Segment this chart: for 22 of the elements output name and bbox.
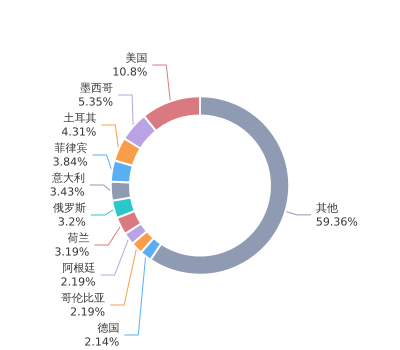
slice-label: 哥伦比亚: [61, 292, 106, 304]
data-label: 2.19%: [70, 306, 106, 318]
slice-label: 俄罗斯: [52, 202, 86, 214]
slice-label: 其他: [316, 201, 338, 214]
data-label: 5.35%: [78, 96, 114, 108]
data-label: 2.19%: [60, 276, 96, 288]
data-label: 3.84%: [52, 156, 88, 168]
data-label: 10.8%: [112, 66, 148, 78]
slice-label: 墨西哥: [80, 82, 114, 94]
slice-label: 土耳其: [63, 112, 96, 124]
data-label: 59.36%: [316, 215, 358, 228]
slice-label: 意大利: [50, 172, 85, 184]
data-label: 2.14%: [84, 336, 120, 348]
slice-label: 菲律宾: [54, 142, 88, 154]
data-label: 4.31%: [61, 126, 96, 138]
data-label: 3.2%: [58, 216, 86, 228]
slice-label: 德国: [97, 322, 120, 334]
slice-label: 荷兰: [67, 232, 90, 244]
data-label: 3.43%: [50, 186, 85, 198]
data-label: 3.19%: [54, 246, 90, 258]
slice-label: 美国: [125, 52, 148, 64]
slice-label: 阿根廷: [62, 262, 96, 274]
